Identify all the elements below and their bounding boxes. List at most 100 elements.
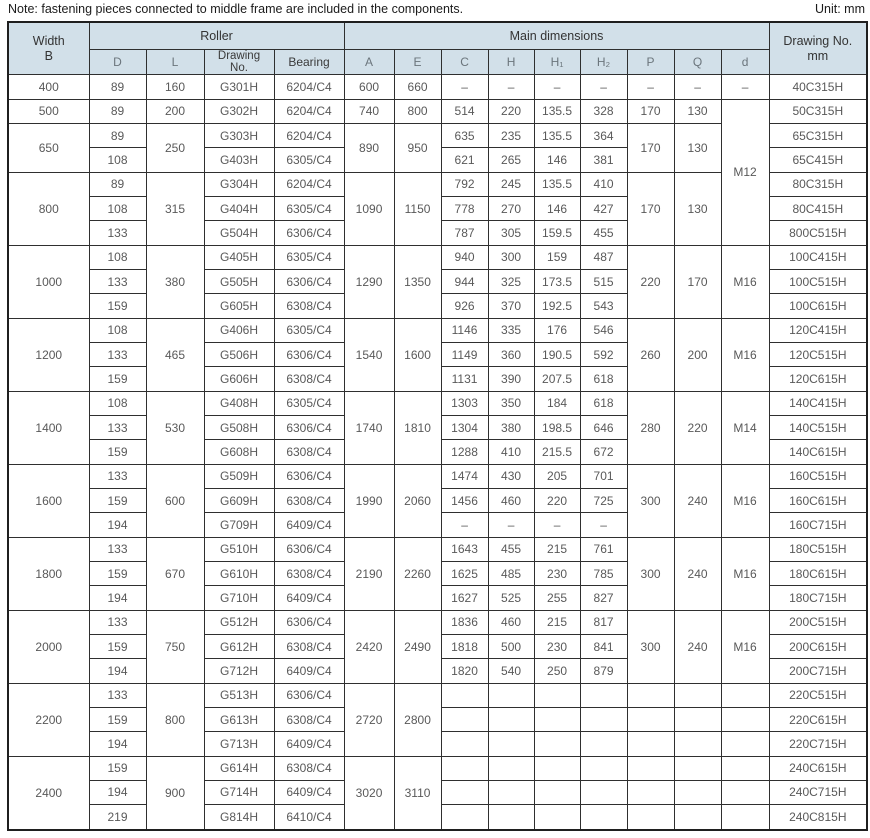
cell-dim-c: 1149 xyxy=(440,341,489,368)
cell-roller-bearing: 6409/C4 xyxy=(273,731,345,757)
cell-dim-h: 220 xyxy=(487,98,535,124)
cell-dim-q: 200 xyxy=(673,317,722,392)
cell-dim-c: 778 xyxy=(440,195,489,222)
cell-roller-bearing: 6308/C4 xyxy=(273,633,345,660)
cell-dim-h: 325 xyxy=(487,268,535,295)
cell-dim-p: 170 xyxy=(626,122,675,173)
cell-dim-q: 240 xyxy=(673,536,722,611)
cell-drawing-no-mm: 40C315H xyxy=(768,74,868,100)
header-dim-h2: H₂ xyxy=(579,48,628,76)
cell-dim-a: 1990 xyxy=(343,463,395,538)
cell-dim-c: 1836 xyxy=(440,609,489,635)
cell-dim-d-thread xyxy=(720,755,770,781)
cell-roller-l: 160 xyxy=(145,74,205,100)
cell-width-b: 1600 xyxy=(7,463,90,538)
cell-dim-e: 2060 xyxy=(393,463,442,538)
cell-dim-c: 1818 xyxy=(440,633,489,660)
cell-dim-d-thread xyxy=(720,731,770,757)
cell-dim-d-thread: M16 xyxy=(720,536,770,611)
cell-roller-bearing: 6308/C4 xyxy=(273,366,345,392)
cell-dim-h1 xyxy=(533,682,581,708)
cell-roller-d: 133 xyxy=(88,414,147,441)
cell-drawing-no-mm: 160C615H xyxy=(768,487,868,514)
cell-dim-d-thread xyxy=(720,779,770,806)
cell-dim-h: – xyxy=(487,74,535,100)
cell-dim-c: 635 xyxy=(440,122,489,149)
cell-dim-a: 2190 xyxy=(343,536,395,611)
cell-dim-c: – xyxy=(440,512,489,538)
cell-roller-bearing: 6410/C4 xyxy=(273,804,345,831)
cell-roller-drawing-no: G605H xyxy=(203,293,275,319)
cell-dim-h1: 205 xyxy=(533,463,581,489)
cell-dim-h2: 410 xyxy=(579,171,628,197)
cell-roller-drawing-no: G304H xyxy=(203,171,275,197)
cell-dim-h1: 250 xyxy=(533,658,581,684)
cell-drawing-no-mm: 65C315H xyxy=(768,122,868,149)
cell-drawing-no-mm: 120C515H xyxy=(768,341,868,368)
cell-roller-bearing: 6306/C4 xyxy=(273,536,345,562)
cell-dim-h: 335 xyxy=(487,317,535,343)
cell-dim-h1 xyxy=(533,804,581,831)
cell-roller-d: 159 xyxy=(88,706,147,733)
cell-dim-d-thread: M16 xyxy=(720,463,770,538)
cell-dim-h2: – xyxy=(579,74,628,100)
cell-roller-bearing: 6409/C4 xyxy=(273,512,345,538)
cell-dim-h1 xyxy=(533,755,581,781)
cell-roller-d: 159 xyxy=(88,366,147,392)
cell-drawing-no-mm: 240C615H xyxy=(768,755,868,781)
cell-dim-d-thread: M12 xyxy=(720,98,770,246)
header-dim-e: E xyxy=(393,48,442,76)
cell-roller-drawing-no: G510H xyxy=(203,536,275,562)
cell-roller-d: 133 xyxy=(88,463,147,489)
cell-dim-h2 xyxy=(579,706,628,733)
cell-width-b: 2200 xyxy=(7,682,90,757)
cell-roller-l: 380 xyxy=(145,244,205,319)
cell-roller-bearing: 6306/C4 xyxy=(273,220,345,246)
header-roller-l: L xyxy=(145,48,205,76)
cell-roller-drawing-no: G610H xyxy=(203,560,275,587)
cell-dim-q: 240 xyxy=(673,463,722,538)
cell-dim-e: 2800 xyxy=(393,682,442,757)
header-dim-c: C xyxy=(440,48,489,76)
cell-dim-c xyxy=(440,804,489,831)
header-dim-h: H xyxy=(487,48,535,76)
cell-dim-h1: 192.5 xyxy=(533,293,581,319)
cell-roller-bearing: 6204/C4 xyxy=(273,98,345,124)
cell-drawing-no-mm: 65C415H xyxy=(768,147,868,173)
cell-roller-bearing: 6308/C4 xyxy=(273,755,345,781)
cell-dim-e: 1150 xyxy=(393,171,442,246)
cell-dim-h1: 135.5 xyxy=(533,98,581,124)
cell-dim-h: 265 xyxy=(487,147,535,173)
cell-dim-h1: 159.5 xyxy=(533,220,581,246)
cell-roller-drawing-no: G608H xyxy=(203,439,275,465)
cell-dim-h: 525 xyxy=(487,585,535,611)
cell-dim-c: 1304 xyxy=(440,414,489,441)
cell-dim-h: 455 xyxy=(487,536,535,562)
cell-dim-a: 2420 xyxy=(343,609,395,684)
cell-dim-h2: 515 xyxy=(579,268,628,295)
cell-dim-a: 1290 xyxy=(343,244,395,319)
cell-dim-q: 130 xyxy=(673,98,722,124)
cell-width-b: 1200 xyxy=(7,317,90,392)
cell-dim-c: 1627 xyxy=(440,585,489,611)
cell-dim-e: 660 xyxy=(393,74,442,100)
cell-dim-h1: 135.5 xyxy=(533,171,581,197)
header-roller-bearing: Bearing xyxy=(273,48,345,76)
cell-width-b: 800 xyxy=(7,171,90,246)
cell-drawing-no-mm: 100C515H xyxy=(768,268,868,295)
cell-drawing-no-mm: 200C515H xyxy=(768,609,868,635)
cell-roller-bearing: 6306/C4 xyxy=(273,414,345,441)
header-dim-a: A xyxy=(343,48,395,76)
cell-roller-d: 108 xyxy=(88,195,147,222)
cell-dim-d-thread xyxy=(720,706,770,733)
table-header: Width B Roller Main dimensions Drawing N… xyxy=(7,21,868,76)
cell-dim-h: 380 xyxy=(487,414,535,441)
cell-roller-d: 219 xyxy=(88,804,147,831)
cell-dim-h1: 215 xyxy=(533,536,581,562)
cell-dim-h2: 761 xyxy=(579,536,628,562)
cell-dim-h: 350 xyxy=(487,390,535,416)
cell-roller-drawing-no: G814H xyxy=(203,804,275,831)
cell-drawing-no-mm: 50C315H xyxy=(768,98,868,124)
cell-roller-drawing-no: G512H xyxy=(203,609,275,635)
